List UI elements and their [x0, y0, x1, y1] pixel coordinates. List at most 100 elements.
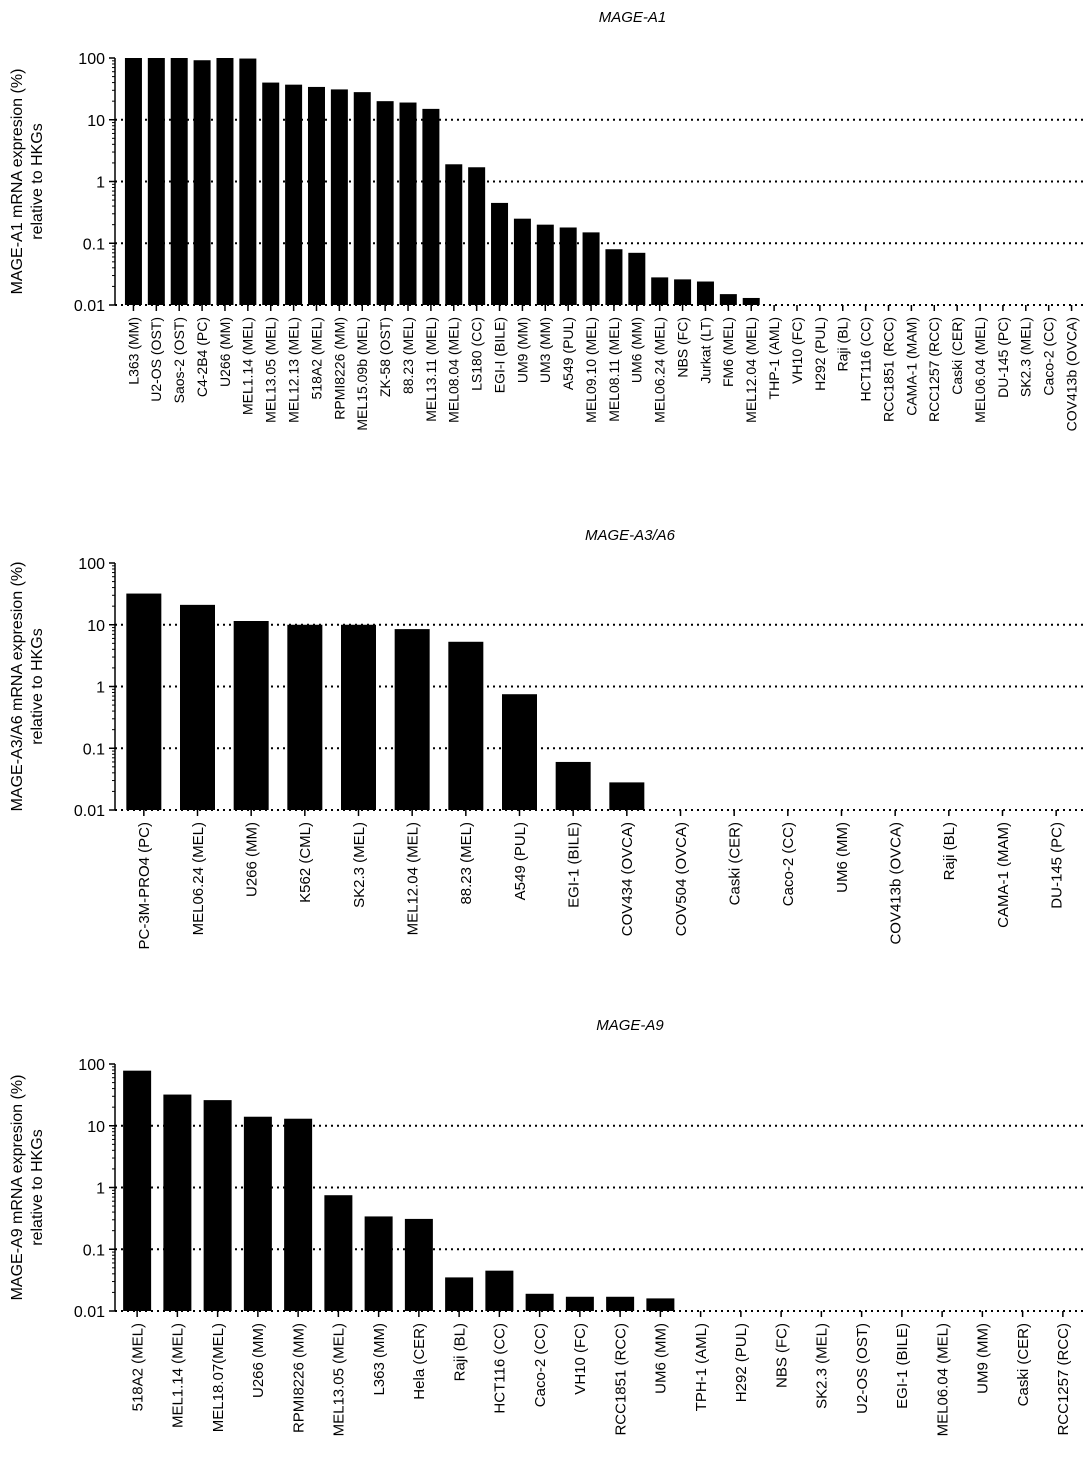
x-tick-label: COV413b (OVCA): [1063, 317, 1079, 431]
y-tick-label: 1: [96, 175, 105, 192]
bar: [606, 1296, 635, 1311]
x-tick-label: RPMI8226 (MM): [331, 317, 347, 420]
chart-panel-1: MAGE-A1 MAGE-A1 mRNA expresion (%) relativ…: [9, 9, 1083, 431]
y-axis-label-line: relative to HKGs: [29, 628, 46, 744]
x-tick-label: U266 (MM): [243, 822, 260, 897]
x-tick-label: Jurkat (LT): [697, 317, 713, 384]
x-tick-label: Caski (CER): [949, 317, 965, 395]
bar: [445, 1277, 474, 1311]
bar: [422, 108, 440, 305]
bar: [233, 621, 269, 810]
chart-panel-2: MAGE-A3/A6 MAGE-A3/A6 mRNA expresion (%) r…: [9, 527, 1083, 950]
x-tick-label: MEL06.24 (MEL): [190, 822, 207, 935]
bar: [193, 60, 211, 306]
x-tick-label: K562 (CML): [297, 822, 314, 903]
chart-title: MAGE-A9: [596, 1017, 664, 1034]
bar: [605, 249, 623, 305]
bar: [399, 102, 417, 306]
x-tick-label: UM9 (MM): [975, 1323, 992, 1394]
bar: [203, 1100, 232, 1311]
bar: [243, 1116, 272, 1311]
y-axis-label-line: MAGE-A3/A6 mRNA expresion (%): [9, 562, 26, 812]
x-tick-label: U2-OS (OST): [148, 317, 164, 402]
y-tick-label: 0.01: [74, 1304, 105, 1321]
y-tick-label: 10: [87, 1119, 105, 1136]
x-tick-label: MEL06.04 (MEL): [934, 1323, 951, 1436]
bar: [287, 624, 323, 810]
y-tick-label: 0.1: [83, 741, 105, 758]
x-tick-label: C4-2B4 (PC): [194, 317, 210, 397]
x-tick-label: MEL06.24 (MEL): [652, 317, 668, 423]
x-tick-label: L363 (MM): [371, 1323, 388, 1396]
x-tick-label: SK2.3 (MEL): [814, 1323, 831, 1409]
x-tick-label: MEL08.11 (MEL): [606, 317, 622, 422]
x-tick-label: EGI-1 (BILE): [565, 822, 582, 908]
x-tick-label: MEL09.10 (MEL): [583, 317, 599, 423]
x-tick-label: 88.23 (MEL): [458, 822, 475, 905]
y-tick-label: 1: [96, 680, 105, 697]
y-tick-label: 0.01: [74, 803, 105, 820]
x-tick-label: SK2.3 (MEL): [1018, 317, 1034, 397]
x-tick-label: Hela (CER): [411, 1323, 428, 1400]
bar: [262, 82, 280, 306]
x-tick-label: RCC1257 (RCC): [1055, 1323, 1072, 1436]
y-axis-label-line: MAGE-A1 mRNA expresion (%): [9, 69, 26, 295]
y-tick-label: 10: [87, 618, 105, 635]
bar: [674, 279, 692, 305]
bar: [485, 1270, 514, 1311]
y-tick-label: 0.1: [83, 1242, 105, 1259]
x-tick-label: UM6 (MM): [629, 317, 645, 383]
x-tick-label: H292 (PUL): [733, 1323, 750, 1402]
bar: [404, 1218, 433, 1311]
bar: [582, 232, 600, 305]
x-tick-label: U266 (MM): [217, 317, 233, 387]
x-tick-label: MEL08.04 (MEL): [446, 317, 462, 423]
bar: [502, 694, 537, 810]
x-tick-label: THP-1 (AML): [766, 317, 782, 399]
bar: [285, 84, 303, 305]
bar: [124, 58, 142, 305]
bar: [646, 1298, 675, 1311]
bar: [123, 1070, 152, 1311]
y-axis-label-line: relative to HKGs: [29, 1129, 46, 1245]
x-tick-label: Raji (BL): [835, 317, 851, 371]
bar: [341, 624, 376, 810]
bar: [468, 167, 486, 305]
x-tick-label: A549 (PUL): [560, 317, 576, 390]
x-tick-label: Caco-2 (CC): [780, 822, 797, 906]
x-tick-label: L363 (MM): [125, 317, 141, 385]
y-tick-label: 0.01: [74, 298, 105, 315]
bar: [307, 86, 325, 305]
bar: [353, 92, 371, 305]
x-tick-label: MEL13.05 (MEL): [263, 317, 279, 423]
x-tick-label: COV413b (OVCA): [887, 822, 904, 945]
bar: [394, 629, 430, 810]
bar: [126, 593, 162, 810]
x-tick-label: SK2.3 (MEL): [351, 822, 368, 908]
x-tick-label: NBS (FC): [773, 1323, 790, 1388]
bar: [330, 89, 348, 305]
x-tick-label: A549 (PUL): [512, 822, 529, 900]
x-tick-label: U266 (MM): [250, 1323, 267, 1398]
bar: [513, 218, 531, 305]
x-tick-label: Raji (BL): [941, 822, 958, 880]
x-tick-label: MEL12.04 (MEL): [404, 822, 421, 935]
bar: [180, 604, 215, 810]
chart-title: MAGE-A3/A6: [585, 527, 676, 544]
x-tick-label: HCT116 (CC): [492, 1323, 509, 1414]
x-tick-label: MEL15.09b (MEL): [354, 317, 370, 431]
bar: [565, 1296, 594, 1311]
x-tick-label: VH10 (FC): [572, 1323, 589, 1395]
x-tick-label: MEL1.14 (MEL): [170, 1323, 187, 1428]
x-tick-label: Saos-2 (OST): [171, 317, 187, 403]
y-tick-label: 0.1: [83, 236, 105, 253]
x-tick-label: Caski (CER): [726, 822, 743, 905]
x-tick-label: MEL12.04 (MEL): [743, 317, 759, 423]
x-tick-label: Caco-2 (CC): [1041, 317, 1057, 396]
x-tick-label: PC-3M-PRO4 (PC): [136, 822, 153, 950]
x-tick-label: COV434 (OVCA): [619, 822, 636, 936]
x-tick-label: VH10 (FC): [789, 317, 805, 384]
bar: [376, 101, 394, 305]
x-tick-label: UM6 (MM): [834, 822, 851, 893]
